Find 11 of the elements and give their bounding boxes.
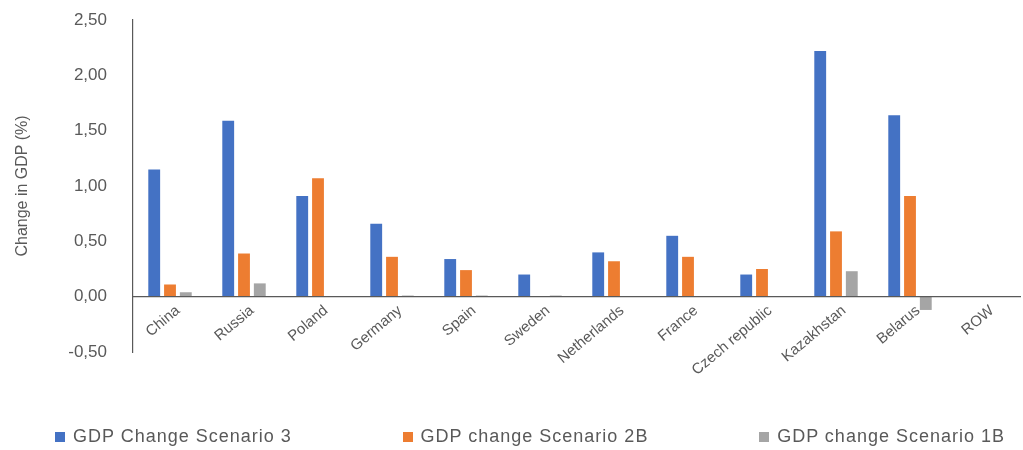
y-tick-label: 1,50 <box>73 120 107 140</box>
y-tick-label: 2,50 <box>73 9 107 29</box>
y-tick-label: 2,00 <box>73 65 107 85</box>
legend-label: GDP change Scenario 2B <box>420 426 649 447</box>
y-tick-label: 0,00 <box>73 286 107 306</box>
y-tick-label: 0,50 <box>73 231 107 251</box>
legend-label: GDP change Scenario 1B <box>777 426 1005 447</box>
y-tick-label: 1,00 <box>73 175 107 195</box>
y-axis-title: Change in GDP (%) <box>13 115 31 257</box>
y-tick-label: -0,50 <box>68 341 107 361</box>
legend-label: GDP Change Scenario 3 <box>73 426 292 447</box>
